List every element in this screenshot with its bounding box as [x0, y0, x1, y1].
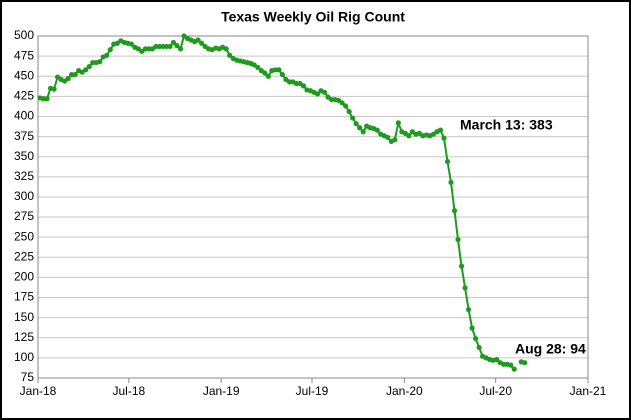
- point: [174, 43, 180, 49]
- y-tick-label: 350: [14, 149, 34, 163]
- y-tick-label: 225: [14, 249, 34, 263]
- point: [458, 263, 465, 269]
- y-tick-label: 125: [14, 330, 34, 344]
- point: [314, 91, 321, 97]
- point: [72, 72, 78, 78]
- point: [177, 46, 184, 52]
- point: [97, 59, 103, 65]
- point: [346, 109, 352, 115]
- point: [395, 120, 401, 126]
- point: [170, 39, 177, 46]
- point: [195, 37, 201, 43]
- point: [444, 158, 451, 165]
- y-tick-label: 400: [14, 109, 34, 123]
- chart-title: Texas Weekly Oil Rig Count: [221, 9, 405, 25]
- point: [321, 89, 328, 95]
- point: [451, 208, 458, 214]
- point: [223, 46, 229, 52]
- point: [374, 127, 380, 133]
- y-tick-label: 150: [14, 310, 34, 324]
- point: [472, 335, 479, 342]
- point: [385, 134, 391, 140]
- point: [508, 362, 514, 368]
- point: [455, 236, 461, 243]
- annotation: March 13: 383: [460, 117, 553, 133]
- point: [255, 64, 261, 70]
- point: [51, 86, 57, 92]
- y-tick-label: 250: [14, 229, 34, 243]
- point: [300, 83, 307, 89]
- y-tick-label: 475: [14, 48, 34, 62]
- y-tick-label: 100: [14, 350, 34, 364]
- point: [86, 63, 92, 70]
- y-tick-label: 200: [14, 270, 34, 284]
- point: [437, 127, 444, 133]
- point: [276, 67, 282, 73]
- point: [227, 52, 233, 58]
- point: [339, 100, 345, 106]
- point: [167, 43, 173, 50]
- point: [65, 76, 71, 82]
- x-tick-label: Jan-20: [386, 384, 423, 398]
- y-tick-label: 300: [14, 189, 34, 203]
- point: [462, 285, 468, 291]
- x-tick-label: Jan-18: [20, 384, 57, 398]
- y-tick-label: 325: [14, 169, 34, 183]
- y-tick-label: 275: [14, 209, 34, 223]
- point: [262, 70, 268, 76]
- point: [107, 47, 113, 53]
- y-tick-label: 500: [14, 28, 34, 42]
- x-tick-label: Jul-19: [296, 384, 329, 398]
- point: [357, 125, 363, 131]
- y-tick-label: 175: [14, 290, 34, 304]
- point: [469, 325, 475, 331]
- point: [476, 344, 482, 351]
- point: [392, 137, 398, 143]
- point: [522, 360, 528, 366]
- x-tick-label: Jan-21: [570, 384, 607, 398]
- y-tick-label: 425: [14, 89, 34, 103]
- point: [353, 121, 359, 127]
- point: [104, 52, 110, 58]
- y-tick-label: 75: [21, 370, 35, 384]
- point: [448, 179, 454, 186]
- point: [128, 41, 134, 47]
- point: [360, 129, 366, 135]
- x-tick-label: Jul-20: [479, 384, 512, 398]
- point: [198, 40, 205, 46]
- point: [350, 115, 356, 121]
- point: [441, 135, 447, 141]
- point: [511, 366, 517, 372]
- y-tick-label: 450: [14, 68, 34, 82]
- point: [44, 96, 50, 102]
- y-tick-label: 375: [14, 129, 34, 143]
- point: [83, 67, 89, 73]
- plot-border: [37, 35, 589, 379]
- annotation: Aug 28: 94: [515, 341, 586, 357]
- point: [465, 307, 472, 313]
- point: [494, 356, 500, 363]
- point: [406, 133, 412, 139]
- x-tick-label: Jan-19: [203, 384, 240, 398]
- point: [279, 72, 285, 78]
- x-tick-label: Jul-18: [112, 384, 145, 398]
- point: [343, 103, 349, 109]
- point: [265, 73, 271, 79]
